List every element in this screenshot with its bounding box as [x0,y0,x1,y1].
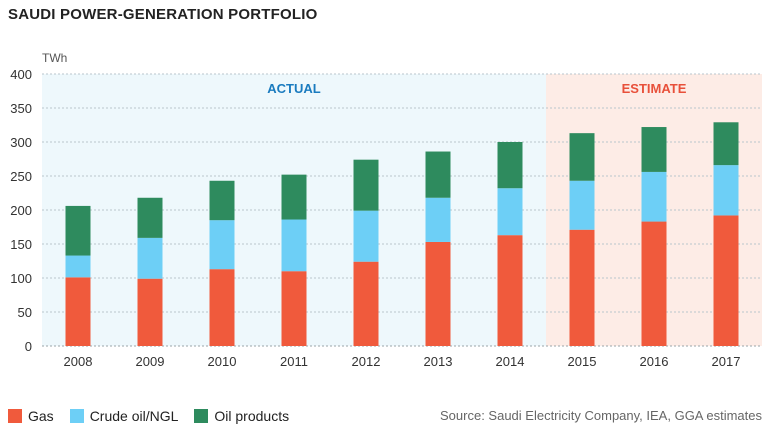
y-axis: 0 50 100 150 200 250 300 350 400 TWh [10,51,67,354]
x-tick-label: 2012 [352,354,381,369]
bar-gas-2017 [713,215,739,346]
bar-oil-2012 [353,159,379,211]
legend-label-crude: Crude oil/NGL [89,408,179,424]
chart-title: SAUDI POWER-GENERATION PORTFOLIO [8,6,318,23]
x-tick-label: 2017 [712,354,741,369]
bar-gas-2009 [137,278,163,346]
y-tick-label: 200 [10,203,32,218]
y-tick-label: 100 [10,271,32,286]
bar-gas-2013 [425,241,451,346]
bar-oil-2011 [281,174,307,220]
legend: Gas Crude oil/NGL Oil products [8,406,305,426]
bar-gas-2008 [65,277,91,346]
bar-gas-2014 [497,235,523,346]
bar-oil-2015 [569,133,595,181]
bar-crude-2016 [641,171,667,222]
x-tick-label: 2013 [424,354,453,369]
bar-crude-2017 [713,165,739,216]
bar-oil-2017 [713,122,739,166]
bar-oil-2009 [137,197,163,238]
y-tick-label: 250 [10,169,32,184]
y-tick-label: 400 [10,67,32,82]
legend-label-oil: Oil products [214,408,290,424]
bar-crude-2015 [569,180,595,230]
legend-item-oil: Oil products [194,408,289,424]
source-note: Source: Saudi Electricity Company, IEA, … [440,408,762,423]
bar-oil-2010 [209,180,235,221]
bar-crude-2011 [281,219,307,272]
bar-gas-2015 [569,229,595,346]
x-tick-label: 2008 [64,354,93,369]
bar-oil-2013 [425,151,451,198]
region-label-estimate: ESTIMATE [622,81,687,96]
y-tick-label: 300 [10,135,32,150]
legend-swatch-crude [69,409,84,423]
bar-gas-2010 [209,269,235,346]
bar-crude-2012 [353,210,379,262]
region-label-actual: ACTUAL [267,81,320,96]
bar-crude-2013 [425,197,451,242]
x-tick-label: 2014 [496,354,525,369]
y-tick-label: 350 [10,101,32,116]
legend-swatch-gas [8,409,22,423]
legend-swatch-oil [194,409,209,423]
y-tick-label: 150 [10,237,32,252]
x-tick-label: 2009 [136,354,165,369]
x-tick-label: 2011 [280,354,308,369]
chart-svg: ACTUAL ESTIMATE 0 50 100 150 200 250 300 350 400 T… [10,51,762,369]
bars [65,122,739,346]
x-tick-label: 2016 [640,354,669,369]
legend-item-crude: Crude oil/NGL [69,408,179,424]
bar-oil-2014 [497,142,523,189]
bar-oil-2008 [65,205,91,256]
x-axis: 2008 2009 2010 2011 2012 2013 2014 2015 2016 2017 [64,354,741,369]
bar-crude-2009 [137,237,163,279]
x-tick-label: 2015 [568,354,597,369]
bar-crude-2010 [209,220,235,270]
y-tick-label: 0 [25,339,32,354]
y-axis-unit: TWh [42,51,67,65]
legend-item-gas: Gas [8,408,54,424]
bar-gas-2016 [641,221,667,346]
bar-oil-2016 [641,127,667,172]
bar-gas-2012 [353,261,379,346]
x-tick-label: 2010 [208,354,237,369]
y-tick-label: 50 [18,305,32,320]
legend-label-gas: Gas [28,408,54,424]
bar-crude-2014 [497,188,523,236]
bar-gas-2011 [281,271,307,346]
bar-crude-2008 [65,255,91,278]
